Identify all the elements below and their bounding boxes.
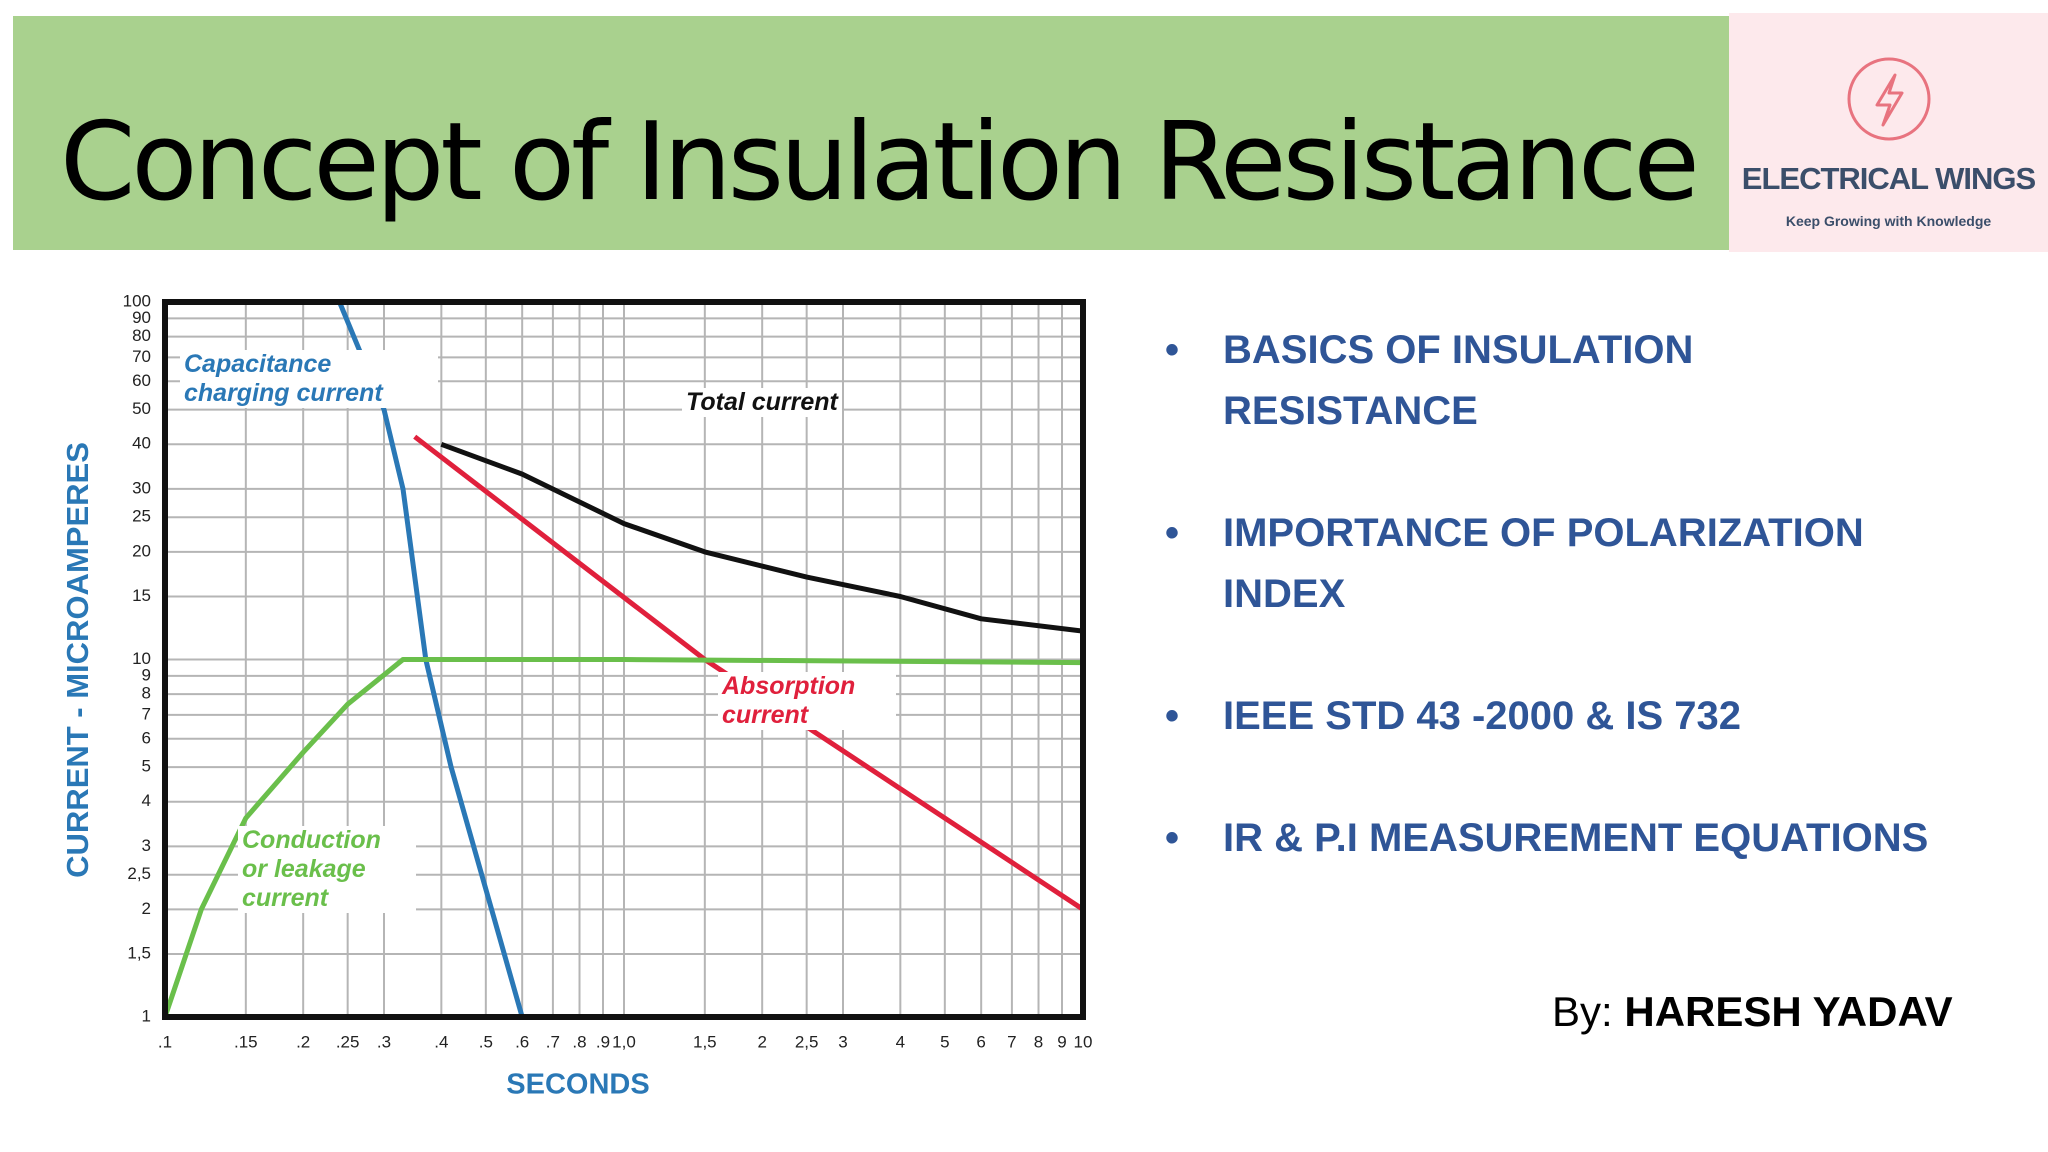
chart-svg: CURRENT - MICROAMPERES SECONDS 1 1,5 2 2,5 3… [60, 291, 1093, 1101]
x-tick-label: 3 [838, 1032, 847, 1051]
x-tick-label: .1 [158, 1032, 172, 1051]
bullet: IMPORTANCE OF POLARIZATION INDEX [1165, 503, 1953, 625]
x-tick-label: 7 [1007, 1032, 1016, 1051]
y-tick-label: 7 [142, 704, 151, 723]
x-tick-label: .8 [572, 1032, 586, 1051]
x-tick-label: 4 [896, 1032, 905, 1051]
y-tick-label: 4 [142, 791, 151, 810]
logo-tagline: Keep Growing with Knowledge [1785, 213, 1992, 229]
x-tick-label: .25 [336, 1032, 360, 1051]
x-tick-label: .7 [546, 1032, 560, 1051]
y-tick-label: 25 [132, 507, 151, 526]
bullet: IR & P.I MEASUREMENT EQUATIONS [1165, 808, 1953, 869]
x-tick-label: 1,0 [612, 1032, 636, 1051]
y-tick-label: 20 [132, 541, 151, 560]
header-band [13, 16, 1729, 250]
logo-name: ELECTRICAL WINGS [1741, 161, 2036, 196]
bullet: IEEE STD 43 -2000 & IS 732 [1165, 686, 1953, 747]
y-tick-label: 5 [142, 757, 151, 776]
x-tick-label: .3 [377, 1032, 391, 1051]
x-tick-label: 2 [757, 1032, 766, 1051]
x-tick-label: .4 [434, 1032, 448, 1051]
y-tick-label: 60 [132, 371, 151, 390]
y-tick-label: 1 [142, 1006, 151, 1025]
series-line [165, 657, 1083, 1017]
x-tick-label: 9 [1057, 1032, 1066, 1051]
y-tick-label: 8 [142, 684, 151, 703]
bullet: BASICS OF INSULATION RESISTANCE [1165, 320, 1953, 442]
x-tick-label: 8 [1034, 1032, 1043, 1051]
chart: CURRENT - MICROAMPERES SECONDS 1 1,5 2 2,5 3… [0, 260, 1140, 1140]
x-tick-label: 6 [976, 1032, 985, 1051]
x-tick-label: .2 [296, 1032, 310, 1051]
bullet-list: BASICS OF INSULATION RESISTANCE IMPORTAN… [1165, 320, 2005, 930]
y-tick-label: 1,5 [127, 944, 151, 963]
y-tick-label: 9 [142, 665, 151, 684]
logo-icon [1847, 57, 1931, 141]
author-name: HARESH YADAV [1624, 988, 1953, 1035]
y-tick-label: 2 [142, 899, 151, 918]
series-label: Absorption current [718, 672, 896, 730]
series-label: Conduction or leakage current [238, 826, 416, 913]
author-prefix: By: [1552, 988, 1613, 1035]
x-tick-label: .6 [515, 1032, 529, 1051]
series-label: Total current [682, 388, 842, 417]
y-tick-label: 80 [132, 326, 151, 345]
y-tick-label: 6 [142, 728, 151, 747]
y-tick-label: 90 [132, 308, 151, 327]
series-line [440, 441, 1083, 634]
x-axis-label: SECONDS [506, 1069, 649, 1101]
y-tick-label: 70 [132, 347, 151, 366]
y-axis-label: CURRENT - MICROAMPERES [60, 442, 95, 878]
y-tick-label: 100 [123, 291, 151, 310]
slide-title: Concept of Insulation Resistance [60, 100, 1700, 225]
y-tick-label: 15 [132, 586, 151, 605]
y-tick-label: 40 [132, 434, 151, 453]
x-tick-label: .15 [234, 1032, 258, 1051]
series-label: Capacitance charging current [180, 350, 438, 408]
x-tick-label: .9 [596, 1032, 610, 1051]
x-tick-label: 1,5 [693, 1032, 717, 1051]
y-tick-label: 2,5 [127, 864, 151, 883]
logo: ELECTRICAL WINGS Keep Growing with Knowl… [1729, 13, 2048, 252]
x-tick-label: 2,5 [795, 1032, 819, 1051]
x-tick-label: 5 [940, 1032, 949, 1051]
author: By: HARESH YADAV [1552, 988, 1953, 1036]
y-tick-label: 10 [132, 649, 151, 668]
x-tick-label: 10 [1074, 1032, 1093, 1051]
y-tick-label: 30 [132, 478, 151, 497]
y-tick-label: 50 [132, 399, 151, 418]
x-tick-label: .5 [479, 1032, 493, 1051]
y-tick-label: 3 [142, 836, 151, 855]
plot-frame [162, 299, 1086, 1020]
